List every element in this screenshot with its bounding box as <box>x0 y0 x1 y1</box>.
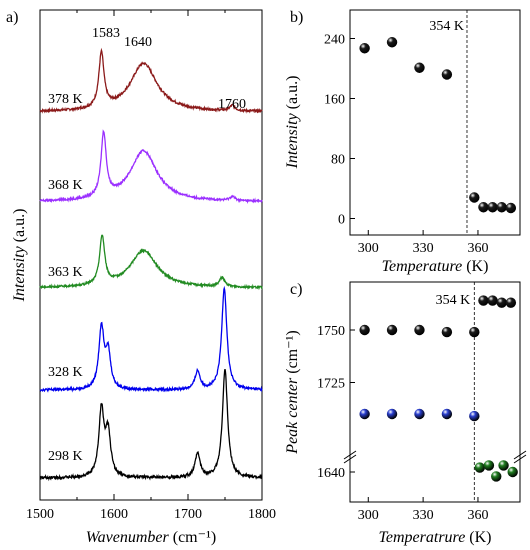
panel-c-y-unit: (cm⁻¹) <box>284 330 301 373</box>
x-tick-label: 300 <box>358 508 379 523</box>
panel-b-ticks: 300 330 360 0 80 160 240 <box>324 33 488 257</box>
panel-b-tag: b) <box>290 9 303 26</box>
x-tick-label: 300 <box>358 241 379 256</box>
peak-label-1640: 1640 <box>124 35 152 50</box>
panel-c-frame <box>349 281 521 503</box>
data-point <box>496 297 507 308</box>
panel-c-x-unit: (K) <box>469 529 491 546</box>
panel-a-tag: a) <box>6 9 18 26</box>
spectrum-line <box>39 129 263 204</box>
data-point <box>414 62 425 73</box>
data-point <box>491 471 502 482</box>
x-tick-label: 1700 <box>174 507 202 522</box>
panel-b-x-title-text: Temperature <box>382 258 463 275</box>
panel-b-points <box>359 37 517 214</box>
panel-b-transition-label: 354 K <box>429 19 464 34</box>
data-point <box>505 297 517 308</box>
data-point <box>441 326 453 338</box>
series-label-378k: 378 K <box>48 92 83 107</box>
data-point <box>414 324 425 336</box>
panel-b: b) 300 330 360 0 80 160 240 354 K Temperature … <box>284 9 521 275</box>
data-point <box>386 324 398 336</box>
panel-c-y-title: Peak center (cm⁻¹) <box>284 330 301 454</box>
panel-b-x-unit: (K) <box>466 258 488 275</box>
axis-break-right-1 <box>513 450 527 460</box>
panel-b-frame <box>349 9 521 236</box>
panel-c-tag: c) <box>290 281 302 298</box>
panel-c-transition-label: 354 K <box>436 293 471 308</box>
panel-c: c) 300 330 360 1640 1725 1750 354 K Temperatr… <box>284 281 527 546</box>
panel-a-x-unit: (cm⁻¹) <box>173 529 216 546</box>
data-point <box>478 202 489 213</box>
axis-break-left-1 <box>343 450 357 460</box>
data-point <box>441 69 453 80</box>
y-tick-label: 1750 <box>317 324 345 339</box>
panel-c-x-title: Temperatrure (K) <box>378 529 491 546</box>
series-label-298k: 298 K <box>48 449 83 464</box>
panel-c-x-title-text: Temperatrure <box>378 529 465 546</box>
panel-a-y-title: Intensity (a.u.) <box>11 209 28 303</box>
data-point <box>496 202 507 213</box>
panel-b-y-unit: (a.u.) <box>284 76 301 110</box>
data-point <box>474 462 485 473</box>
data-point <box>487 295 498 306</box>
y-tick-label: 0 <box>338 213 345 228</box>
data-point <box>487 202 498 213</box>
data-point <box>483 460 495 471</box>
data-point <box>469 326 480 338</box>
data-point <box>507 466 518 478</box>
data-point <box>386 37 398 48</box>
panel-c-points <box>359 295 518 482</box>
spectrum-line <box>39 47 263 114</box>
panel-a-y-unit: (a.u.) <box>11 209 28 243</box>
panel-a-x-ticks: 1500 1600 1700 1800 <box>26 10 276 522</box>
y-tick-label: 160 <box>324 93 345 108</box>
data-point <box>469 410 480 422</box>
axis-break-left-2 <box>343 454 357 464</box>
panel-a-spectra <box>39 47 263 482</box>
panel-b-y-title: Intensity (a.u.) <box>284 76 301 170</box>
x-tick-label: 330 <box>413 241 434 256</box>
series-label-363k: 363 K <box>48 265 83 280</box>
data-point <box>359 408 370 420</box>
peak-label-1760: 1760 <box>218 97 246 112</box>
x-tick-label: 1600 <box>100 507 128 522</box>
panel-c-ticks: 300 330 360 1640 1725 1750 <box>317 324 488 523</box>
x-tick-label: 360 <box>467 508 488 523</box>
data-point <box>386 408 398 420</box>
panel-a-x-title-text: Wavenumber <box>86 529 170 546</box>
data-point <box>359 324 370 336</box>
y-tick-label: 1640 <box>317 466 345 481</box>
y-tick-label: 1725 <box>317 377 345 392</box>
data-point <box>498 460 509 471</box>
spectrum-line <box>39 234 263 291</box>
data-point <box>414 408 425 420</box>
panel-b-x-title: Temperature (K) <box>382 258 489 275</box>
data-point <box>469 192 480 203</box>
axis-break-right-2 <box>513 454 527 464</box>
spectrum-line <box>39 369 263 482</box>
data-point <box>478 295 489 306</box>
panel-a: a) 1500 1600 1700 1800 1583 1640 1760 378 K… <box>6 9 276 546</box>
y-tick-label: 80 <box>331 153 345 168</box>
series-label-368k: 368 K <box>48 178 83 193</box>
data-point <box>359 43 370 54</box>
x-tick-label: 360 <box>467 241 488 256</box>
panel-a-x-title: Wavenumber (cm⁻¹) <box>86 529 216 546</box>
panel-c-y-title-text: Peak center <box>284 377 301 455</box>
peak-label-1583: 1583 <box>92 26 120 41</box>
x-tick-label: 330 <box>413 508 434 523</box>
panel-c-axis-break <box>343 450 527 464</box>
spectrum-line <box>39 285 263 393</box>
y-tick-label: 240 <box>324 33 345 48</box>
series-label-328k: 328 K <box>48 365 83 380</box>
data-point <box>441 408 453 420</box>
data-point <box>505 202 517 214</box>
panel-b-y-title-text: Intensity <box>284 112 301 169</box>
panel-a-y-title-text: Intensity <box>11 245 28 302</box>
x-tick-label: 1800 <box>248 507 276 522</box>
x-tick-label: 1500 <box>26 507 54 522</box>
